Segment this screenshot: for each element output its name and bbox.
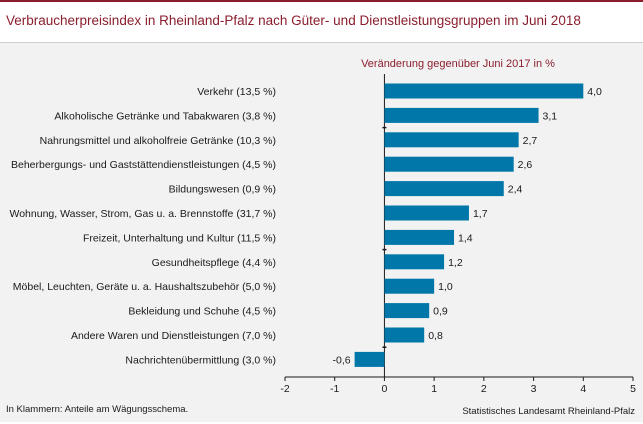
- bar: [384, 303, 430, 319]
- bar: [384, 278, 435, 294]
- category-label: Bildungswesen (0,9 %): [169, 184, 276, 196]
- category-label: Verkehr (13,5 %): [197, 86, 276, 98]
- bar-chart: Veränderung gegenüber Juni 2017 in % Verk…: [9, 58, 636, 395]
- bar: [384, 254, 445, 270]
- x-tick-label: -2: [280, 383, 289, 395]
- footnote: In Klammern: Anteile am Wägungsschema.: [6, 404, 189, 415]
- category-label: Nachrichtenübermittlung (3,0 %): [125, 354, 276, 366]
- data-label: 4,0: [587, 86, 602, 98]
- bar: [384, 229, 455, 245]
- chart-title: Verbraucherpreisindex in Rheinland-Pfalz…: [6, 13, 581, 28]
- data-label: 2,6: [518, 159, 533, 171]
- title-bar: Verbraucherpreisindex in Rheinland-Pfalz…: [0, 2, 643, 43]
- category-label: Freizeit, Unterhaltung und Kultur (11,5 …: [83, 232, 276, 244]
- category-label: Gesundheitspflege (4,4 %): [152, 257, 276, 269]
- bar: [354, 351, 385, 367]
- data-label: 1,7: [473, 208, 488, 220]
- x-tick-label: 5: [630, 383, 636, 395]
- category-label: Bekleidung und Schuhe (4,5 %): [128, 306, 276, 318]
- data-label: 0,9: [433, 306, 448, 318]
- category-label: Möbel, Leuchten, Geräte u. a. Haushaltsz…: [13, 281, 276, 293]
- source-note: Statistisches Landesamt Rheinland-Pfalz: [462, 406, 635, 417]
- data-label: 1,0: [438, 281, 453, 293]
- x-tick-label: 1: [431, 383, 437, 395]
- data-label: -0,6: [333, 354, 351, 366]
- bar: [384, 156, 514, 172]
- bar: [384, 327, 425, 343]
- chart-subtitle: Veränderung gegenüber Juni 2017 in %: [361, 58, 555, 70]
- data-label: 3,1: [543, 110, 558, 122]
- data-label: 0,8: [428, 330, 443, 342]
- data-label: 1,2: [448, 257, 463, 269]
- category-label: Nahrungsmittel und alkoholfreie Getränke…: [40, 135, 276, 147]
- data-label: 2,7: [523, 135, 538, 147]
- data-label: 1,4: [458, 232, 473, 244]
- bar: [384, 181, 504, 197]
- bar: [384, 205, 469, 221]
- data-label: 2,4: [508, 184, 523, 196]
- category-label: Beherbergungs- und Gaststättendienstleis…: [11, 159, 276, 171]
- category-label: Andere Waren und Dienstleistungen (7,0 %…: [71, 330, 276, 342]
- category-label: Alkoholische Getränke und Tabakwaren (3,…: [54, 110, 276, 122]
- x-tick-label: 0: [382, 383, 388, 395]
- bar: [384, 132, 519, 148]
- x-tick-label: 4: [580, 383, 586, 395]
- x-tick-label: -1: [330, 383, 339, 395]
- category-label: Wohnung, Wasser, Strom, Gas u. a. Brenns…: [9, 208, 276, 220]
- bar: [384, 107, 539, 123]
- x-tick-label: 3: [531, 383, 537, 395]
- x-tick-label: 2: [481, 383, 487, 395]
- bar: [384, 83, 584, 99]
